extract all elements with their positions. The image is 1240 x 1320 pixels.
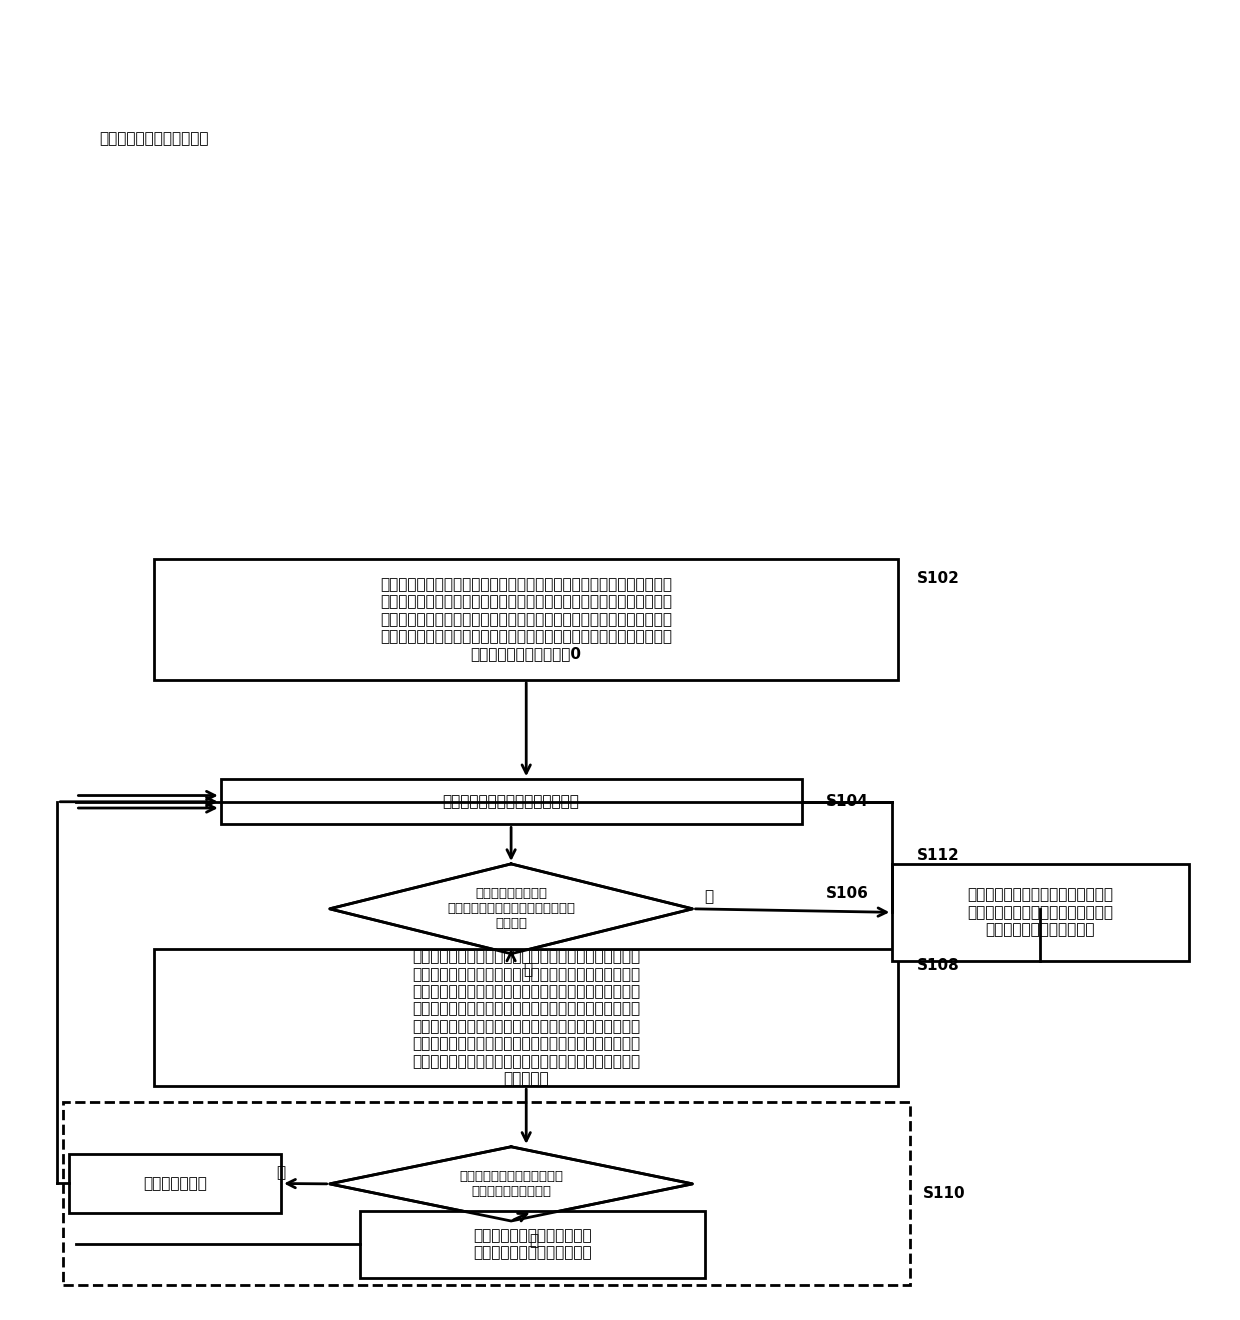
- Text: 将该消息数据从循环队列的队尾重新
插入循环队列中，退出本次轮询，直
到下一次轮询开始时间到达: 将该消息数据从循环队列的队尾重新 插入循环队列中，退出本次轮询，直 到下一次轮询…: [967, 887, 1114, 937]
- Text: 根据该消息数据中的有效时间
判断该消息是否已过期: 根据该消息数据中的有效时间 判断该消息是否已过期: [459, 1170, 563, 1197]
- Text: 当每次轮询开始时间到达时: 当每次轮询开始时间到达时: [99, 131, 210, 145]
- Text: S108: S108: [916, 957, 960, 973]
- Text: 根据该消息数据中的消息唯一标识获取该消息的当前发送
总量，并根据所获取的该消息的当前发送总量和该消息数
据中记录的发送总量的比较结果，计算该消息的当前发送
总量: 根据该消息数据中的消息唯一标识获取该消息的当前发送 总量，并根据所获取的该消息的…: [412, 949, 640, 1086]
- Text: S112: S112: [916, 849, 960, 863]
- Text: 丢弃该消息数据: 丢弃该消息数据: [144, 1176, 207, 1191]
- Text: 是: 是: [704, 890, 714, 904]
- FancyBboxPatch shape: [69, 1154, 281, 1213]
- Polygon shape: [330, 863, 693, 954]
- Text: 是: 是: [277, 1164, 285, 1180]
- Text: 将更新后的消息数据从循环队
列的队尾重新插入循环队列中: 将更新后的消息数据从循环队 列的队尾重新插入循环队列中: [472, 1228, 591, 1261]
- FancyBboxPatch shape: [360, 1212, 704, 1278]
- Text: 从循环队列的队头取出一消息数据: 从循环队列的队头取出一消息数据: [443, 795, 579, 809]
- Polygon shape: [330, 1147, 693, 1221]
- Text: 否: 否: [529, 1233, 538, 1247]
- Text: S106: S106: [826, 886, 868, 900]
- FancyBboxPatch shape: [893, 863, 1189, 961]
- Text: S102: S102: [916, 570, 960, 586]
- Text: 判断当前取出的消息
数据中的计数时间是否大于本次轮询
开始时间: 判断当前取出的消息 数据中的计数时间是否大于本次轮询 开始时间: [448, 887, 575, 931]
- FancyBboxPatch shape: [154, 949, 898, 1086]
- Text: 否: 否: [523, 962, 532, 977]
- FancyBboxPatch shape: [221, 779, 801, 825]
- Text: 创建一循环队列，并设置循环队列的首次轮询开始时间和轮询，其中，每
推送一条消息，则将该消息的消息数据从循环队列的队尾插入循环队列中
；消息数据包括消息唯一标识、: 创建一循环队列，并设置循环队列的首次轮询开始时间和轮询，其中，每 推送一条消息，…: [381, 577, 672, 661]
- Text: S104: S104: [826, 795, 868, 809]
- Text: S110: S110: [923, 1187, 965, 1201]
- FancyBboxPatch shape: [154, 558, 898, 680]
- Bar: [63, 1102, 910, 1286]
